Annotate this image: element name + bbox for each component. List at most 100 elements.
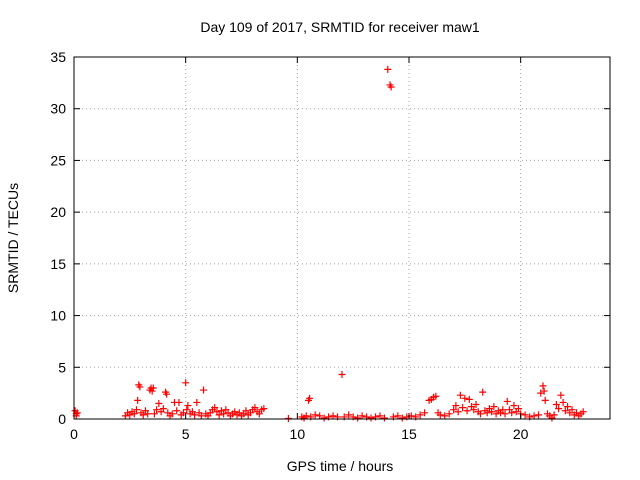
data-point — [260, 405, 268, 413]
data-point — [184, 402, 192, 410]
data-point — [384, 65, 392, 73]
data-point — [130, 410, 138, 418]
data-point — [488, 408, 496, 416]
y-tick-label: 20 — [50, 204, 66, 220]
data-point — [479, 388, 487, 396]
data-point — [338, 371, 346, 379]
x-tick-label: 15 — [401, 426, 417, 442]
data-point — [514, 405, 522, 413]
data-point — [159, 405, 167, 413]
data-point — [561, 407, 569, 415]
data-point — [316, 412, 324, 420]
data-point — [398, 414, 406, 422]
data-point — [358, 412, 366, 420]
data-point — [155, 399, 163, 407]
data-point — [354, 414, 362, 422]
y-tick-label: 5 — [58, 359, 66, 375]
data-point — [175, 398, 183, 406]
y-axis-label: SRMTID / TECUs — [5, 183, 21, 293]
data-point — [376, 412, 384, 420]
data-point — [564, 403, 572, 411]
data-point — [306, 394, 314, 402]
data-point — [183, 406, 191, 414]
data-point — [490, 403, 498, 411]
data-point — [367, 414, 375, 422]
data-point — [302, 412, 310, 420]
data-point — [501, 410, 509, 418]
data-point — [193, 398, 201, 406]
y-tick-label: 30 — [50, 101, 66, 117]
data-point — [329, 412, 337, 420]
y-tick-label: 15 — [50, 256, 66, 272]
x-tick-label: 0 — [70, 426, 78, 442]
data-point — [470, 406, 478, 414]
data-point — [557, 391, 565, 399]
data-point — [153, 406, 161, 414]
data-point — [182, 379, 190, 387]
data-point — [499, 406, 507, 414]
data-point — [148, 387, 156, 395]
y-tick-label: 25 — [50, 152, 66, 168]
data-point — [483, 409, 491, 417]
y-tick-label: 10 — [50, 308, 66, 324]
x-tick-label: 10 — [290, 426, 306, 442]
data-point — [508, 409, 516, 417]
data-point — [394, 412, 402, 420]
data-point — [134, 396, 142, 404]
data-point — [463, 407, 471, 415]
y-tick-label: 0 — [58, 411, 66, 427]
data-point — [540, 387, 548, 395]
data-point — [535, 411, 543, 419]
y-tick-label: 35 — [50, 49, 66, 65]
data-point — [456, 391, 464, 399]
x-tick-label: 20 — [513, 426, 529, 442]
data-point — [200, 386, 208, 394]
data-point — [73, 409, 81, 417]
data-point — [387, 83, 395, 91]
x-axis-label: GPS time / hours — [287, 458, 394, 474]
data-point — [454, 408, 462, 416]
data-point — [197, 412, 205, 420]
data-point — [436, 411, 444, 419]
data-point — [133, 406, 141, 414]
data-point — [550, 411, 558, 419]
data-points — [71, 65, 587, 422]
data-point — [510, 402, 518, 410]
data-point — [503, 397, 511, 405]
data-point — [421, 409, 429, 417]
data-point — [579, 408, 587, 416]
data-point — [380, 414, 388, 422]
data-point — [555, 405, 563, 413]
data-point — [149, 384, 157, 392]
data-point — [242, 407, 250, 415]
data-point — [191, 411, 199, 419]
data-point — [345, 411, 353, 419]
data-point — [541, 396, 549, 404]
data-point — [173, 407, 181, 415]
data-point — [255, 410, 263, 418]
data-point — [472, 401, 480, 409]
chart-title: Day 109 of 2017, SRMTID for receiver maw… — [200, 19, 480, 35]
data-point — [445, 410, 453, 418]
data-point — [284, 414, 292, 422]
data-point — [320, 414, 328, 422]
data-point — [465, 395, 473, 403]
x-tick-label: 5 — [182, 426, 190, 442]
grid — [74, 57, 610, 419]
data-point — [163, 390, 171, 398]
data-point — [416, 411, 424, 419]
data-point — [215, 411, 223, 419]
data-point — [521, 411, 529, 419]
data-point — [251, 404, 259, 412]
data-point — [552, 401, 560, 409]
data-point — [150, 410, 158, 418]
data-point — [220, 410, 228, 418]
data-point — [461, 394, 469, 402]
data-point — [311, 411, 319, 419]
data-point — [168, 410, 176, 418]
data-point — [530, 412, 538, 420]
data-point — [459, 404, 467, 412]
data-point — [441, 412, 449, 420]
axis-ticks: 0 5 10 15 20 0 5 10 15 20 25 30 35 — [50, 49, 610, 442]
